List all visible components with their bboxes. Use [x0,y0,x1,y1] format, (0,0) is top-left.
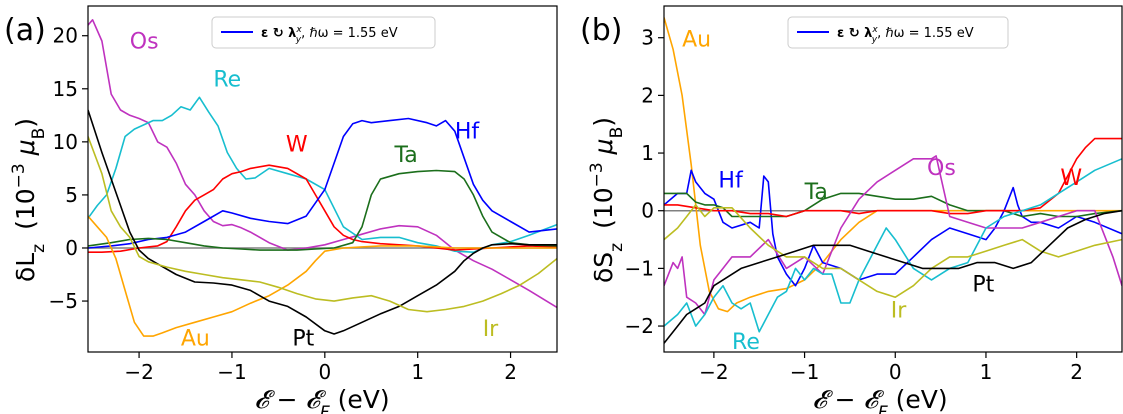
series-label-hf-a: Hf [455,120,481,145]
y-axis-exp-a: −3 [9,163,29,188]
x-axis-title-a: 𝓔 − 𝓔F (eV) [254,385,389,414]
x-tick-label-b: 2 [1070,360,1083,384]
x-axis-sub-b: F [878,403,888,414]
svg-text:𝓔 − 𝓔F (eV): 𝓔 − 𝓔F (eV) [254,385,389,414]
series-label-w-b: W [1060,166,1082,191]
plot-area-b [664,17,1122,344]
y-tick-label-a: −5 [49,289,78,313]
y-tick-label-a: 15 [53,77,78,101]
series-line-au-b [664,17,1122,313]
panel-b: (b) δSz (10−3 μB) 𝓔 − 𝓔F (eV) ε ↻ λx y, ℏω… [580,5,1123,414]
y-axis-mu-sub-b: B [607,127,627,139]
x-tick-label-b: 0 [889,360,902,384]
series-label-hf-b: Hf [718,169,744,194]
series-line-w-a [88,164,557,253]
series-label-ta-b: Ta [804,180,828,205]
y-axis-mu-b: μ [589,138,618,162]
x-axis-unit-a: (eV) [330,385,390,414]
svg-text:δSz(10−3 μB): δSz (10−3 μB) [587,117,627,283]
series-line-re-b [664,158,1122,333]
series-label-au-a: Au [181,327,210,352]
series-line-ta-a [88,169,557,251]
series-line-ta-b [664,192,1122,218]
series-line-pt-a [88,109,557,335]
x-tick-label-a: 2 [504,360,517,384]
y-axis-unit-a: (10 [11,188,40,230]
legend-a: ε ↻ λx y, ℏω = 1.55 eV [211,16,436,49]
x-tick-label-a: −1 [217,360,246,384]
y-tick-label-b: 1 [641,141,654,165]
x-axis-unit-b: (eV) [888,385,948,414]
series-line-au-a [88,215,557,337]
series-label-os-a: Os [130,29,159,54]
panel-label-b: (b) [580,13,622,48]
y-axis-title-a: δLz (10−3 μB) [9,118,49,282]
series-label-ir-b: Ir [891,298,907,323]
series-label-re-b: Re [732,330,760,355]
y-tick-label-b: −1 [625,256,654,280]
series-label-pt-a: Pt [292,327,314,352]
y-axis-symbol-b: δS [589,252,618,283]
series-line-ir-b [664,204,1122,298]
plot-area-a [88,19,557,337]
y-tick-label-a: 0 [65,236,78,260]
x-tick-label-a: 1 [411,360,424,384]
y-axis-symbol-sub-a: z [29,244,49,253]
y-tick-label-b: 3 [641,26,654,50]
x-tick-label-b: −2 [699,360,728,384]
y-tick-label-b: 0 [641,199,654,223]
x-axis-title-b: 𝓔 − 𝓔F (eV) [812,385,947,414]
legend-text-b: ε ↻ λx y, ℏω = 1.55 eV [837,25,974,45]
x-axis-symbol-a: 𝓔 − 𝓔 [254,385,326,414]
panel-a: (a) δLz (10−3 μB) 𝓔 − 𝓔F (eV) ε ↻ λx y, ℏω… [4,5,558,414]
series-line-re-a [88,96,557,253]
series-label-os-b: Os [927,156,956,181]
y-axis-close-b: ) [589,117,618,127]
y-axis-symbol-a: δL [11,253,40,282]
x-tick-label-a: 0 [318,360,331,384]
plot-frame-a [87,5,558,353]
legend-b: ε ↻ λx y, ℏω = 1.55 eV [787,16,1009,49]
y-tick-label-a: 20 [53,24,78,48]
series-label-ta-a: Ta [393,143,417,168]
y-axis-mu-a: μ [11,139,40,163]
x-tick-label-a: −2 [124,360,153,384]
x-tick-label-b: 1 [980,360,993,384]
y-tick-label-b: −2 [625,314,654,338]
svg-text:𝓔 − 𝓔F (eV): 𝓔 − 𝓔F (eV) [812,385,947,414]
y-axis-mu-sub-a: B [29,128,49,140]
series-label-re-a: Re [213,68,241,93]
x-tick-label-b: −1 [790,360,819,384]
legend-text-a: ε ↻ λx y, ℏω = 1.55 eV [261,25,398,45]
y-axis-unit-b: (10 [589,187,618,229]
series-line-w-b [664,137,1122,218]
series-line-pt-b [664,209,1122,344]
series-label-pt-b: Pt [972,272,994,297]
series-line-os-b [664,155,1122,316]
series-line-hf-a [88,117,557,249]
y-axis-title-b: δSz (10−3 μB) [587,117,627,283]
y-axis-exp-b: −3 [587,162,607,187]
series-label-w-a: W [286,132,308,157]
y-axis-close-a: ) [11,118,40,128]
series-line-ir-a [88,136,557,313]
y-tick-label-b: 2 [641,83,654,107]
x-axis-sub-a: F [320,403,330,414]
series-label-ir-a: Ir [483,317,499,342]
series-line-os-a [88,19,557,309]
y-axis-symbol-sub-b: z [607,243,627,252]
plot-frame-b [663,5,1123,353]
y-tick-label-a: 5 [65,183,78,207]
panel-label-a: (a) [4,13,46,48]
x-axis-symbol-b: 𝓔 − 𝓔 [812,385,884,414]
y-tick-label-a: 10 [53,130,78,154]
svg-text:δLz(10−3 μB): δLz (10−3 μB) [9,118,49,282]
series-label-au-b: Au [682,27,711,52]
